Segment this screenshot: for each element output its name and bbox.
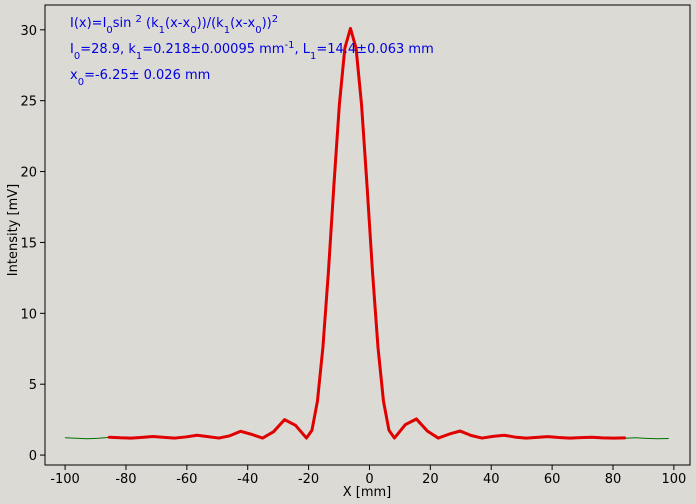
x-axis-label: X [mm] (343, 485, 392, 500)
annotation-text: (k (142, 16, 159, 31)
y-tick-label: 25 (20, 95, 37, 110)
x-tick-label: 100 (661, 472, 686, 487)
x-tick-label: 40 (483, 472, 500, 487)
annotation: I0=28.9, k1=0.218±0.00095 mm-1, L1=14.4±… (70, 40, 434, 62)
annotation-text: =28.9, k (80, 42, 136, 57)
annotation-subscript: 0 (255, 25, 261, 36)
annotation-text: =14.4±0.063 mm (316, 42, 433, 57)
x-tick-label: -60 (176, 472, 197, 487)
annotation-subscript: 1 (136, 51, 142, 62)
data-line (64, 28, 669, 440)
x-tick-label: 80 (605, 472, 622, 487)
x-tick-label: 60 (544, 472, 561, 487)
y-tick-label: 15 (20, 236, 37, 251)
annotation-subscript: 0 (106, 25, 112, 36)
annotation-text: (x-x (165, 16, 190, 31)
annotation-text: I (70, 42, 74, 57)
annotation-text: x (70, 68, 78, 83)
y-tick-label: 10 (20, 307, 37, 322)
annotation: I(x)=I0sin 2 (k1(x-x0))/(k1(x-x0))2 (70, 14, 278, 36)
y-tick-label: 30 (20, 24, 37, 39)
x-tick-label: 0 (365, 472, 373, 487)
x-tick-label: -100 (50, 472, 80, 487)
data-line (107, 26, 627, 440)
annotation-subscript: 1 (159, 25, 165, 36)
annotation-text: I(x)=I (70, 16, 106, 31)
annotation-text: =-6.25± 0.026 mm (84, 68, 210, 83)
annotation-superscript: 2 (136, 14, 142, 25)
annotation-text: , L (294, 42, 310, 57)
y-tick-label: 20 (20, 166, 37, 181)
annotation-text: =0.218±0.00095 mm (142, 42, 284, 57)
y-tick-label: 5 (29, 378, 37, 393)
x-tick-label: -20 (298, 472, 319, 487)
y-axis-label: Intensity [mV] (6, 184, 21, 276)
y-tick-label: 0 (29, 449, 37, 464)
annotation-text: ))/(k (197, 16, 225, 31)
annotation-text: )) (262, 16, 272, 31)
annotation-superscript: -1 (284, 40, 294, 51)
annotation-text: sin (113, 16, 136, 31)
plot-frame (44, 4, 691, 466)
annotation-superscript: 2 (272, 14, 278, 25)
x-tick-label: -80 (115, 472, 136, 487)
annotation-subscript: 1 (224, 25, 230, 36)
annotation-subscript: 0 (78, 77, 84, 88)
annotation-subscript: 0 (74, 51, 80, 62)
x-tick-label: 20 (422, 472, 439, 487)
annotation-subscript: 1 (310, 51, 316, 62)
annotation: x0=-6.25± 0.026 mm (70, 68, 210, 88)
x-tick-label: -40 (237, 472, 258, 487)
annotation-text: (x-x (230, 16, 255, 31)
annotation-subscript: 0 (190, 25, 196, 36)
